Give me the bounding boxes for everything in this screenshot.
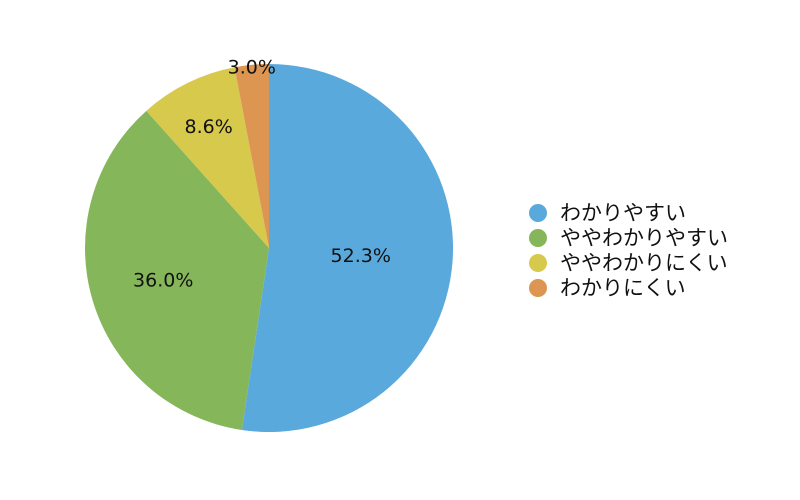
legend-item-yaya-wakariyasui: ややわかりやすい	[529, 226, 728, 250]
pie-slice-wakarinikui	[234, 64, 269, 248]
legend-label-yaya-wakarinikui: ややわかりにくい	[560, 251, 728, 275]
slice-label-yaya-wakarinikui: 8.6%	[185, 116, 233, 138]
legend-marker-yaya-wakariyasui	[529, 229, 547, 247]
slice-labels: 52.3% 36.0% 8.6% 3.0%	[133, 57, 391, 292]
slice-label-wakariyasui: 52.3%	[331, 245, 391, 267]
pie-slice-yaya-wakarinikui	[146, 67, 269, 249]
legend-label-wakariyasui: わかりやすい	[560, 201, 686, 225]
legend: わかりやすい ややわかりやすい ややわかりにくい わかりにくい	[529, 201, 728, 300]
legend-marker-wakarinikui	[529, 279, 547, 297]
legend-item-wakarinikui: わかりにくい	[529, 276, 686, 300]
legend-label-wakarinikui: わかりにくい	[560, 276, 686, 300]
pie-slices	[85, 64, 454, 432]
legend-label-yaya-wakariyasui: ややわかりやすい	[560, 226, 728, 250]
legend-marker-yaya-wakarinikui	[529, 254, 547, 272]
slice-label-yaya-wakariyasui: 36.0%	[133, 270, 193, 292]
legend-item-wakariyasui: わかりやすい	[529, 201, 686, 225]
slice-label-wakarinikui: 3.0%	[228, 57, 276, 79]
pie-slice-yaya-wakariyasui	[85, 110, 269, 430]
legend-item-yaya-wakarinikui: ややわかりにくい	[529, 251, 728, 275]
legend-marker-wakariyasui	[529, 204, 547, 222]
pie-slice-wakariyasui	[241, 64, 454, 432]
